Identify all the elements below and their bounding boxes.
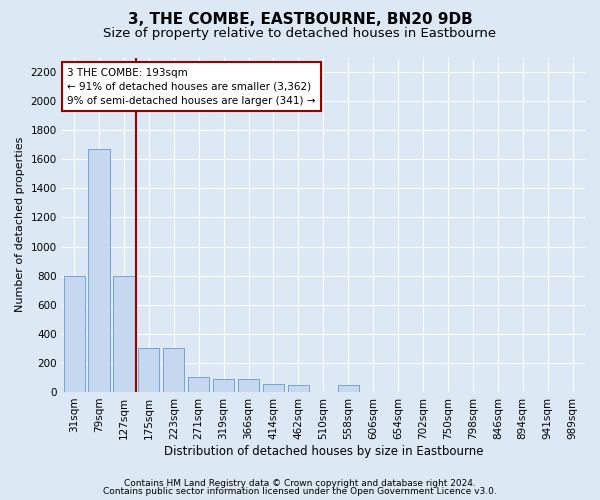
Bar <box>113 276 134 392</box>
Text: Contains public sector information licensed under the Open Government Licence v3: Contains public sector information licen… <box>103 487 497 496</box>
Bar <box>188 378 209 392</box>
X-axis label: Distribution of detached houses by size in Eastbourne: Distribution of detached houses by size … <box>164 444 483 458</box>
Bar <box>163 348 184 392</box>
Bar <box>263 384 284 392</box>
Bar <box>213 379 234 392</box>
Y-axis label: Number of detached properties: Number of detached properties <box>15 137 25 312</box>
Bar <box>288 384 309 392</box>
Text: 3 THE COMBE: 193sqm
← 91% of detached houses are smaller (3,362)
9% of semi-deta: 3 THE COMBE: 193sqm ← 91% of detached ho… <box>67 68 316 106</box>
Bar <box>338 384 359 392</box>
Bar <box>88 149 110 392</box>
Bar <box>238 379 259 392</box>
Bar <box>64 276 85 392</box>
Text: 3, THE COMBE, EASTBOURNE, BN20 9DB: 3, THE COMBE, EASTBOURNE, BN20 9DB <box>128 12 472 28</box>
Text: Size of property relative to detached houses in Eastbourne: Size of property relative to detached ho… <box>103 28 497 40</box>
Text: Contains HM Land Registry data © Crown copyright and database right 2024.: Contains HM Land Registry data © Crown c… <box>124 478 476 488</box>
Bar <box>138 348 160 392</box>
